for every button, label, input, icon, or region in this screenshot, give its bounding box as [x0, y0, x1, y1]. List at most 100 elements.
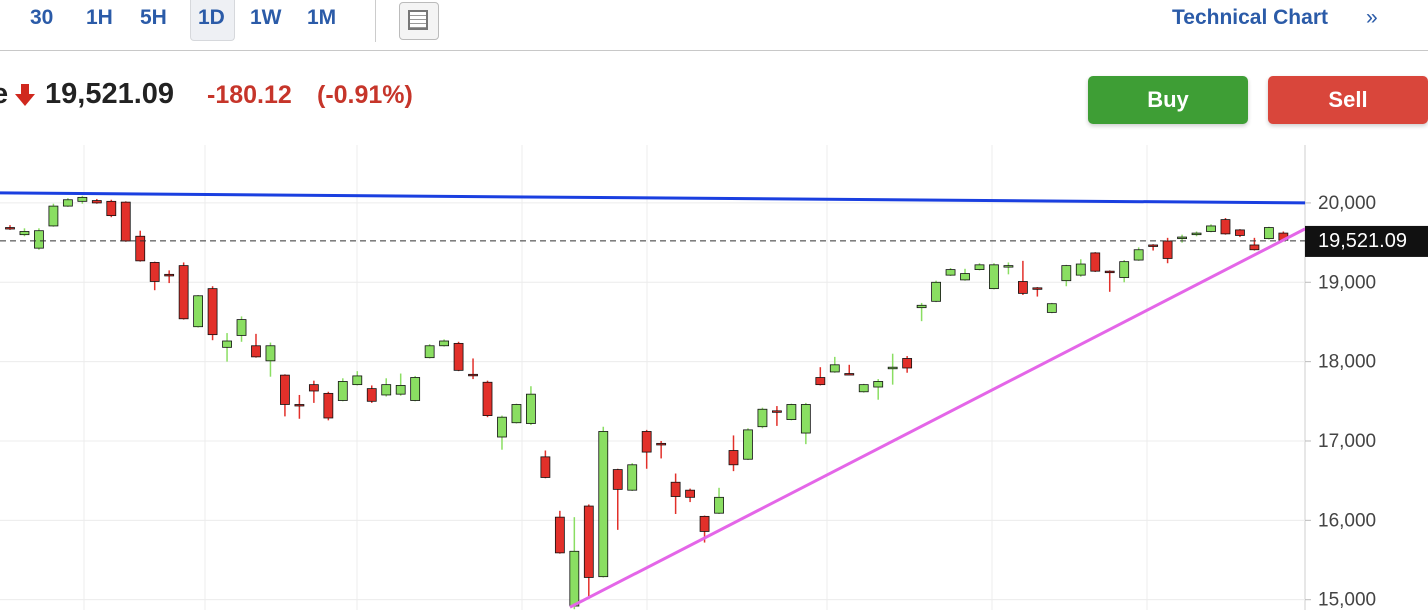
- candle-body: [207, 288, 218, 336]
- candle-body: [685, 489, 695, 498]
- candle-body: [728, 450, 739, 466]
- candle-body: [1133, 249, 1144, 261]
- candle-body: [772, 410, 782, 413]
- tab[interactable]: 30: [30, 6, 54, 29]
- candle-body: [1263, 227, 1274, 240]
- candle-body: [48, 205, 59, 227]
- candle-body: [1220, 219, 1231, 235]
- tab[interactable]: 5H: [140, 6, 167, 29]
- candle-body: [1177, 236, 1187, 240]
- sell-button[interactable]: Sell: [1268, 76, 1428, 124]
- technical-chart-link[interactable]: Technical Chart: [1172, 6, 1328, 29]
- buy-button[interactable]: Buy: [1088, 76, 1248, 124]
- candle-body: [468, 373, 478, 377]
- candle-body: [236, 319, 247, 336]
- candle-body: [1249, 244, 1260, 251]
- last-price-label: 19,521.09: [1318, 230, 1407, 252]
- toolbar: 30 1H 5H 1D 1W 1M Technical Chart »: [0, 0, 1428, 51]
- candle-body: [294, 404, 305, 407]
- candle-body: [627, 464, 638, 491]
- candle-body: [714, 496, 724, 514]
- candle-body: [77, 196, 88, 202]
- candle-body: [280, 374, 290, 405]
- candle-body: [120, 201, 131, 242]
- candle-body: [569, 550, 580, 607]
- y-tick-label: 16,000: [1318, 510, 1376, 531]
- candle-body: [308, 384, 319, 392]
- candle-body: [482, 381, 493, 416]
- candle-body: [583, 505, 594, 578]
- candle-body: [366, 388, 377, 402]
- candle-body: [164, 273, 175, 277]
- candle-body: [352, 375, 363, 386]
- candle-body: [931, 281, 941, 302]
- candle-body: [1061, 265, 1072, 282]
- separator: [375, 0, 376, 42]
- candle-body: [34, 230, 44, 249]
- candle-body: [410, 377, 421, 401]
- last-price-box: [1305, 225, 1428, 257]
- candle-body: [1032, 287, 1043, 290]
- candle-body: [974, 264, 985, 270]
- candle-body: [265, 345, 276, 362]
- candle-body: [1090, 252, 1101, 272]
- candle-body: [656, 442, 667, 446]
- candle-body: [699, 515, 710, 532]
- candle-body: [106, 200, 117, 217]
- down-arrow: [15, 84, 35, 106]
- candle-body: [960, 273, 970, 281]
- candle-body: [178, 265, 189, 320]
- name-fragment: e: [0, 78, 9, 110]
- candle-body: [873, 381, 884, 388]
- candle-body: [1191, 232, 1202, 236]
- candle-body: [670, 481, 681, 497]
- candle-body: [1104, 270, 1115, 274]
- candle-body: [540, 456, 551, 478]
- candle-body: [815, 377, 826, 386]
- candle-body: [916, 304, 927, 309]
- tab-selected-bg: [190, 0, 235, 41]
- candle-body: [91, 200, 102, 204]
- change-pct: (-0.91%): [317, 81, 413, 109]
- tab[interactable]: 1W: [250, 6, 282, 29]
- candle-body: [800, 404, 811, 434]
- chart: 15,000 16,000 17,000 18,000 19,000 20,000 19,5…: [0, 145, 1428, 610]
- candle-body: [598, 431, 609, 578]
- trend-line: [0, 191, 1306, 205]
- candle-body: [902, 358, 913, 369]
- y-tick-label: 17,000: [1318, 431, 1376, 452]
- candle-body: [887, 366, 898, 370]
- candle-body: [1206, 225, 1216, 232]
- candle-body: [497, 416, 507, 438]
- candle-body: [1046, 303, 1057, 313]
- y-tick-label: 15,000: [1318, 590, 1376, 610]
- candle-body: [1162, 240, 1173, 259]
- candle-body: [381, 384, 392, 396]
- candle-body: [1148, 244, 1159, 247]
- tab[interactable]: 1H: [86, 6, 113, 29]
- candle-body: [757, 408, 768, 428]
- link-arrow[interactable]: »: [1366, 6, 1378, 29]
- candle-body: [989, 264, 999, 290]
- y-tick-label: 20,000: [1318, 193, 1376, 214]
- candle-body: [554, 516, 565, 554]
- layout-icon[interactable]: [399, 2, 439, 40]
- y-tick-label: 18,000: [1318, 352, 1376, 373]
- tab[interactable]: 1M: [307, 6, 337, 29]
- tab[interactable]: 1D: [198, 6, 225, 29]
- candle-body: [829, 364, 840, 373]
- trend-line: [569, 227, 1306, 609]
- y-tick-label: 19,000: [1318, 272, 1376, 293]
- candle-body: [62, 199, 73, 207]
- candle-body: [1119, 261, 1130, 278]
- candle-body: [526, 393, 536, 424]
- candle-body: [511, 404, 522, 424]
- candle-body: [858, 384, 869, 393]
- icon-inner: [408, 10, 428, 30]
- candle-body: [323, 392, 334, 419]
- candle-body: [743, 429, 753, 460]
- candle-body: [1018, 281, 1028, 294]
- candle-body: [1075, 263, 1086, 276]
- candle-body: [786, 404, 797, 420]
